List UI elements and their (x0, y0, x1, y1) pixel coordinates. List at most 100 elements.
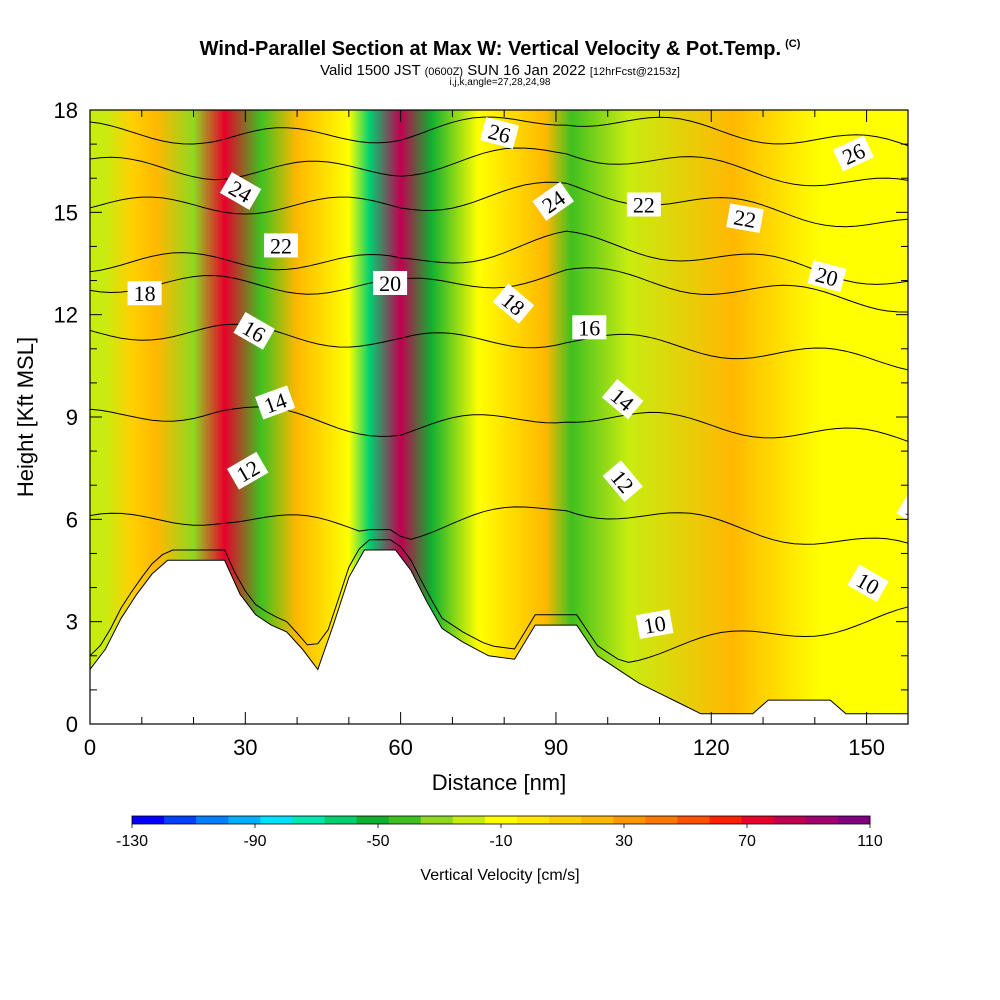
contour-label-20: 16 (973, 346, 1000, 371)
colorbar-swatch (452, 816, 486, 824)
colorbar: -130 -90 -50 -10 30 70 110 (116, 815, 883, 850)
contour-label-bg (602, 460, 643, 502)
colorbar-swatch (613, 816, 646, 824)
contour-label-bg (726, 203, 764, 233)
section-indices: i,j,k,angle=27,28,24,98 (449, 77, 551, 88)
colorbar-tick-label: -90 (243, 833, 266, 850)
contour-label-text: 18 (134, 281, 156, 306)
y-tick-label: 6 (66, 507, 78, 532)
y-tick-label: 12 (54, 303, 78, 328)
contour-label-bg (626, 192, 661, 217)
theta-isoline-22 (90, 181, 908, 228)
valid-date: SUN 16 Jan 2022 (467, 62, 586, 79)
contour-label-text: 10 (642, 610, 668, 638)
colorbar-tick-label: 110 (857, 833, 883, 850)
contour-label-text: 12 (901, 496, 933, 529)
contour-label-bg (532, 181, 575, 221)
colorbar-swatch (484, 816, 518, 824)
colorbar-tick-label: -130 (116, 833, 148, 850)
contour-label-text: 22 (270, 233, 292, 258)
contour-label-7: 26 (480, 116, 520, 149)
theta-isoline-14 (90, 406, 908, 442)
copyright-mark: (C) (785, 38, 801, 51)
contour-label-bg (635, 609, 674, 639)
x-tick-label: 90 (544, 735, 568, 760)
contour-label-15: 10 (635, 609, 674, 639)
theta-isolines (90, 116, 908, 663)
x-tick-label: 30 (233, 735, 257, 760)
colorbar-swatch (132, 816, 165, 824)
contour-label-11: 22 (626, 192, 661, 218)
colorbar-swatch (356, 816, 390, 824)
colorbar-swatch (260, 816, 293, 824)
theta-isoline-12 (90, 506, 908, 545)
colorbar-swatch (196, 816, 229, 824)
contour-label-bg (264, 233, 298, 258)
colorbar-swatch (164, 816, 197, 824)
contour-label-bg (936, 152, 974, 182)
colorbar-swatch (805, 816, 839, 824)
chart-title-text: Wind-Parallel Section at Max W: Vertical… (199, 38, 782, 60)
colorbar-tick-label: 30 (615, 833, 633, 850)
y-tick-label: 15 (54, 200, 78, 225)
y-tick-label: 3 (66, 610, 78, 635)
utc-time: (0600Z) (424, 66, 464, 78)
contour-label-6: 20 (373, 271, 408, 296)
contour-label-18: 20 (807, 260, 847, 293)
contour-label-17: 24 (936, 152, 974, 183)
contour-label-bg (226, 451, 269, 490)
x-tick-label: 0 (84, 735, 96, 760)
y-axis: 0 3 6 9 12 15 18 (54, 98, 908, 737)
x-tick-label: 60 (388, 735, 412, 760)
contour-label-bg (919, 425, 953, 449)
contour-label-19: 18 (913, 290, 954, 325)
colorbar-swatch (228, 816, 261, 824)
contour-label-bg (896, 492, 908, 531)
colorbar-swatch (677, 816, 710, 824)
contour-label-text: 18 (918, 292, 947, 323)
contour-label-22: 12 (896, 492, 933, 531)
theta-isoline-16 (90, 323, 908, 371)
theta-isoline-26 (90, 116, 908, 147)
contour-label-text: 16 (578, 315, 600, 340)
x-axis-title: Distance [nm] (432, 770, 567, 795)
colorbar-swatch (388, 816, 422, 824)
y-axis-title: Height [Kft MSL] (13, 337, 38, 497)
colorbar-swatch (324, 816, 358, 824)
forecast-info: [12hrFcst@2153z] (589, 66, 680, 78)
contour-label-12: 22 (726, 203, 764, 233)
contour-label-bg (480, 116, 520, 149)
x-tick-label: 150 (848, 735, 885, 760)
theta-isoline-10 (90, 539, 908, 663)
colorbar-tick-label: -50 (366, 833, 389, 850)
contour-label-2: 18 (127, 281, 162, 306)
y-tick-label: 18 (54, 98, 78, 123)
x-axis: 0 30 60 90 120 150 (84, 110, 885, 760)
colorbar-swatch (709, 816, 743, 824)
contour-label-bg (127, 281, 162, 306)
contour-label-10: 16 (572, 315, 607, 340)
contour-label-bg (492, 283, 535, 324)
colorbar-swatch (581, 816, 614, 824)
valid-time: Valid 1500 JST (320, 62, 421, 79)
colorbar-swatch (292, 816, 325, 824)
contour-label-1: 22 (264, 233, 298, 258)
chart-title: Wind-Parallel Section at Max W: Vertical… (0, 38, 1000, 61)
colorbar-swatch (420, 816, 454, 824)
colorbar-tick-label: 70 (738, 833, 756, 850)
contour-label-bg (572, 315, 607, 340)
contour-label-text: 24 (942, 153, 968, 181)
theta-isoline-20 (90, 230, 908, 285)
contour-label-bg (255, 385, 296, 420)
contour-label-bg (847, 564, 889, 603)
colorbar-swatch (837, 816, 871, 824)
contour-label-bg (832, 135, 874, 172)
contour-label-21: 14 (919, 425, 953, 450)
colorbar-title: Vertical Velocity [cm/s] (420, 867, 579, 884)
colorbar-swatch (517, 816, 550, 824)
colorbar-swatch (741, 816, 775, 824)
chart-subtitle: Valid 1500 JST (0600Z) SUN 16 Jan 2022 [… (0, 62, 1000, 79)
terrain (90, 549, 908, 724)
